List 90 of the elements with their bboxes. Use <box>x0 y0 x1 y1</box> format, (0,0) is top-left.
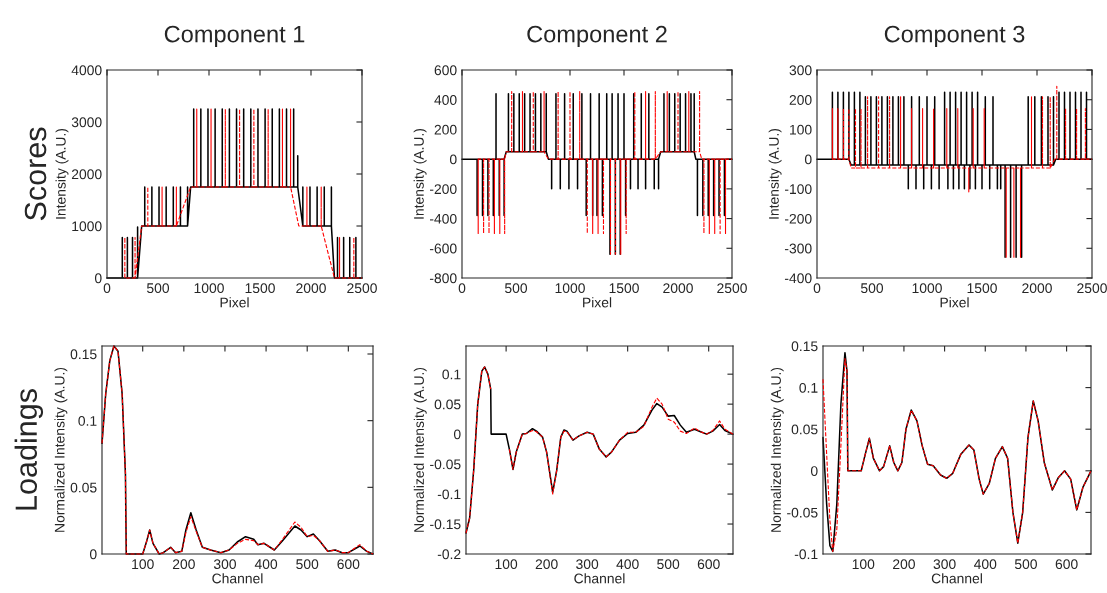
x-tick-label: 1000 <box>555 283 585 294</box>
x-axis-title: Pixel <box>220 297 249 308</box>
y-tick-label: -0.1 <box>794 549 818 560</box>
y-tick-label: -200 <box>429 184 457 195</box>
text: Scores <box>24 127 47 221</box>
y-tick-label: 0 <box>94 273 102 284</box>
chart-title: Component 2 <box>527 25 667 48</box>
y-tick-label: -0.05 <box>430 459 461 470</box>
x-tick-label: 2000 <box>663 283 693 294</box>
x-tick-label: 2000 <box>296 283 326 294</box>
x-tick-label: 500 <box>146 283 170 294</box>
chart-title: Component 3 <box>884 25 1025 48</box>
x-tick-label: 300 <box>933 559 956 570</box>
x-axis-title: Channel <box>931 573 982 584</box>
x-tick-label: 1500 <box>245 283 275 294</box>
x-tick-label: 600 <box>337 559 360 570</box>
y-axis-title: Intensity (A.U.) <box>55 128 69 219</box>
y-tick-label: 200 <box>434 124 457 135</box>
x-tick-label: 2500 <box>717 283 747 294</box>
x-axis-title: Channel <box>574 573 625 584</box>
y-axis-title: Intensity (A.U.) <box>768 128 782 219</box>
y-tick-label: -0.2 <box>437 549 461 560</box>
x-axis-title: Pixel <box>583 297 612 308</box>
y-tick-label: -400 <box>784 273 812 284</box>
x-axis-title: Channel <box>212 573 263 584</box>
x-tick-label: 1000 <box>194 283 224 294</box>
x-tick-label: 200 <box>172 559 195 570</box>
x-tick-label: 100 <box>132 559 154 570</box>
chart-title: Component 1 <box>164 25 305 48</box>
y-tick-label: 600 <box>434 65 457 76</box>
y-tick-label: 0 <box>453 429 461 440</box>
y-tick-label: 0.05 <box>791 424 818 435</box>
y-tick-label: 100 <box>790 124 812 135</box>
y-tick-label: 2000 <box>71 169 102 180</box>
y-tick-label: -400 <box>429 213 457 224</box>
line-series <box>101 345 374 555</box>
x-tick-label: 1500 <box>609 283 639 294</box>
x-tick-label: 2500 <box>347 283 377 294</box>
y-tick-label: -600 <box>429 243 457 254</box>
y-tick-label: -200 <box>784 213 812 224</box>
x-tick-label: 200 <box>535 559 558 570</box>
text: Loadings <box>14 389 44 510</box>
y-axis-title: Normalized Intensity (A.U.) <box>54 367 68 532</box>
y-tick-label: 0.1 <box>78 416 97 426</box>
y-tick-label: 0.05 <box>434 399 461 410</box>
x-tick-label: 500 <box>657 559 680 570</box>
x-tick-label: 0 <box>103 283 111 294</box>
x-axis-title: Pixel <box>940 297 969 308</box>
x-tick-label: 600 <box>1055 559 1078 570</box>
x-tick-label: 500 <box>504 283 528 294</box>
y-tick-label: 0.15 <box>791 341 818 352</box>
y-tick-label: 0.1 <box>442 369 461 380</box>
y-tick-label: 0.15 <box>70 349 97 360</box>
x-tick-label: 2000 <box>1022 283 1052 294</box>
y-tick-label: -0.15 <box>430 519 461 530</box>
y-tick-label: 200 <box>789 95 812 105</box>
x-tick-label: 1500 <box>967 283 997 294</box>
y-tick-label: -300 <box>784 243 812 254</box>
y-tick-label: 300 <box>789 65 812 76</box>
x-tick-label: 500 <box>296 559 319 570</box>
y-tick-label: 4000 <box>71 65 102 76</box>
x-tick-label: 200 <box>893 559 915 570</box>
y-tick-label: 3000 <box>71 117 102 128</box>
x-tick-label: 400 <box>974 559 997 570</box>
y-axis-title: Normalized Intensity (A.U.) <box>770 367 784 532</box>
x-tick-label: 2500 <box>1077 283 1107 294</box>
x-tick-label: 500 <box>1014 559 1037 570</box>
y-tick-label: -800 <box>429 273 457 284</box>
y-tick-label: 0 <box>804 154 812 165</box>
x-tick-label: 1000 <box>912 283 942 294</box>
x-tick-label: 100 <box>495 559 518 570</box>
x-tick-label: 100 <box>852 559 875 570</box>
y-tick-label: -100 <box>784 184 812 195</box>
y-tick-label: 0.1 <box>799 382 818 393</box>
y-axis-title: Intensity (A.U.) <box>413 128 427 219</box>
y-tick-label: 0 <box>810 466 818 476</box>
x-tick-label: 300 <box>213 559 236 570</box>
y-tick-label: 0 <box>89 549 97 560</box>
x-tick-label: 400 <box>254 559 278 570</box>
y-tick-label: 400 <box>434 95 457 105</box>
x-tick-label: 300 <box>576 559 599 570</box>
y-tick-label: 0 <box>449 154 457 165</box>
y-tick-label: 1000 <box>72 221 102 232</box>
y-tick-label: -0.05 <box>787 507 818 518</box>
y-tick-label: -0.1 <box>437 489 461 500</box>
x-tick-label: 400 <box>616 559 639 570</box>
y-tick-label: 0.05 <box>70 482 97 493</box>
x-tick-label: 500 <box>860 283 884 294</box>
y-axis-title: Normalized Intensity (A.U.) <box>413 367 427 532</box>
x-tick-label: 600 <box>697 559 720 570</box>
